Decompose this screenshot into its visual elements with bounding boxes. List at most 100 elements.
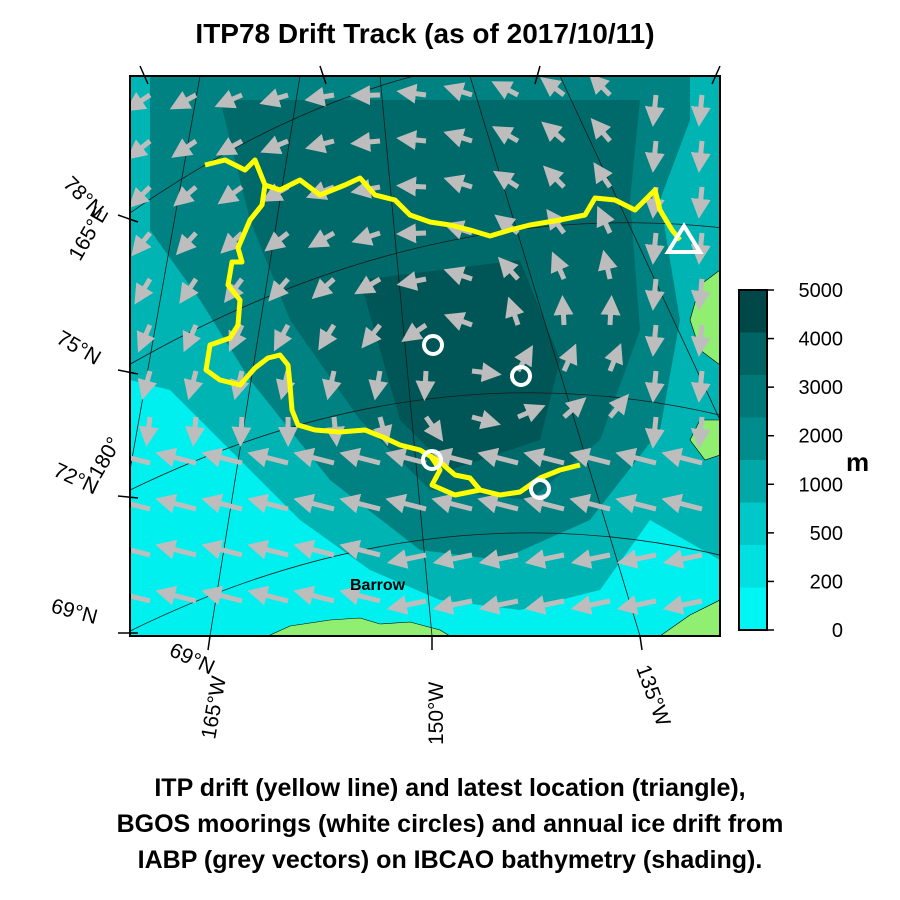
mooring-d-circle	[529, 478, 551, 500]
ice-drift-vector	[293, 539, 335, 560]
ice-drift-vector	[201, 585, 243, 606]
caption-line-3: IABP (grey vectors) on IBCAO bathymetry …	[137, 846, 763, 874]
ice-drift-vector	[615, 447, 657, 468]
ice-drift-vector	[443, 266, 473, 286]
ice-drift-vector	[130, 585, 151, 606]
ice-drift-vector	[171, 138, 198, 158]
ice-drift-vector	[396, 176, 427, 197]
ice-drift-vector	[385, 447, 427, 468]
ice-drift-vector	[615, 493, 657, 514]
ice-drift-vector	[690, 140, 711, 173]
lat-label-69n-bottom: 69°N	[166, 639, 218, 680]
ice-drift-vector	[293, 585, 335, 606]
ice-drift-vector	[443, 128, 473, 148]
colorbar-label: 4000	[799, 329, 844, 351]
ice-drift-vector	[175, 231, 198, 256]
ice-drift-vector	[524, 549, 565, 569]
ice-drift-vector	[372, 416, 393, 446]
lon-label-165w: 165°W	[197, 674, 231, 740]
ice-drift-vector	[173, 185, 198, 207]
ice-drift-vector	[155, 585, 197, 606]
colorbar-swatch	[739, 587, 767, 631]
ice-drift-vector	[432, 549, 473, 569]
ice-drift-vector	[477, 493, 519, 514]
ice-drift-vector	[201, 447, 243, 468]
ice-drift-vector	[259, 88, 289, 108]
ice-drift-vector	[644, 370, 665, 403]
ice-drift-vector	[307, 229, 336, 248]
map-frame	[129, 75, 721, 637]
ice-drift-vector	[690, 94, 711, 127]
ice-drift-vector	[690, 370, 711, 403]
map-figure: Barrow 78°N 75°N 72°N 69°N 69°N 165°E 18…	[49, 65, 869, 745]
colorbar-unit: m	[846, 447, 869, 477]
ice-drift-vector	[179, 277, 199, 304]
mooring-a-circle	[422, 334, 444, 356]
ice-drift-vector	[214, 89, 244, 109]
ice-drift-vector	[201, 493, 243, 514]
ice-drift-vector	[477, 447, 519, 468]
lon-label-165e: 165°E	[64, 203, 113, 264]
ice-drift-vector	[130, 493, 151, 514]
ice-drift-vector	[350, 131, 381, 152]
ice-drift-vector	[130, 539, 151, 560]
ice-drift-vector	[386, 595, 427, 615]
ice-drift-vector	[558, 343, 578, 373]
ice-drift-vector	[616, 595, 657, 615]
ice-drift-vector	[608, 393, 630, 419]
ice-drift-vector	[644, 140, 665, 173]
ice-drift-vector	[350, 85, 381, 106]
colorbar-swatch	[739, 375, 767, 418]
ice-drift-vector	[524, 595, 565, 615]
colorbar-label: 5000	[799, 280, 844, 302]
ice-drift-vector	[396, 130, 427, 150]
ice-drift-vector	[590, 118, 612, 143]
ice-drift-vector	[604, 343, 623, 372]
ice-drift-vector	[339, 585, 381, 606]
ice-drift-vector	[505, 296, 525, 326]
ice-drift-vector	[690, 186, 711, 219]
ice-drift-vector	[247, 447, 289, 468]
ice-drift-vector	[339, 539, 381, 560]
ice-drift-vector	[662, 549, 703, 569]
ice-drift-vector	[273, 323, 293, 352]
ice-drift-vector	[201, 539, 243, 560]
ice-drift-vector	[523, 493, 565, 514]
ice-drift-vector	[354, 275, 382, 295]
ice-drift-vector	[661, 447, 703, 468]
ice-drift-vector	[644, 416, 665, 449]
caption-line-1: ITP drift (yellow line) and latest locat…	[154, 774, 746, 802]
ice-drift-vector	[588, 76, 612, 97]
ice-drift-vector	[570, 549, 611, 569]
mooring-b-circle	[510, 365, 532, 387]
ice-drift-vector	[443, 82, 473, 102]
alaska-land	[267, 617, 451, 636]
ice-drift-vector	[690, 278, 711, 311]
ice-drift-vector	[600, 295, 621, 326]
ice-drift-vector	[569, 447, 611, 468]
colorbar-swatch	[739, 332, 767, 376]
ice-drift-vector	[523, 447, 565, 468]
graticule-ticks	[117, 65, 721, 651]
ice-drift-vector	[155, 447, 197, 468]
ice-drift-vector	[386, 549, 427, 569]
ice-drift-vector	[268, 277, 290, 302]
ice-drift-vector	[491, 126, 520, 145]
ice-drift-vector	[137, 370, 157, 400]
ice-drift-vector	[396, 271, 427, 291]
figure-caption: ITP drift (yellow line) and latest locat…	[0, 770, 900, 878]
ice-drift-vector	[260, 135, 289, 155]
ice-drift-vector	[305, 133, 335, 154]
ice-drift-vector	[396, 223, 427, 244]
ice-drift-vector	[598, 249, 618, 280]
colorbar-swatch	[739, 502, 767, 546]
colorbar-swatch	[739, 417, 767, 461]
ice-drift-vector	[543, 165, 566, 189]
ice-drift-vector	[431, 493, 473, 514]
lon-label-180: 180°	[84, 433, 126, 482]
map-title: ITP78 Drift Track (as of 2017/10/11)	[195, 18, 655, 49]
ice-drift-vector	[415, 370, 436, 401]
ice-drift-vector	[570, 595, 611, 615]
ice-drift-vector	[690, 324, 711, 357]
